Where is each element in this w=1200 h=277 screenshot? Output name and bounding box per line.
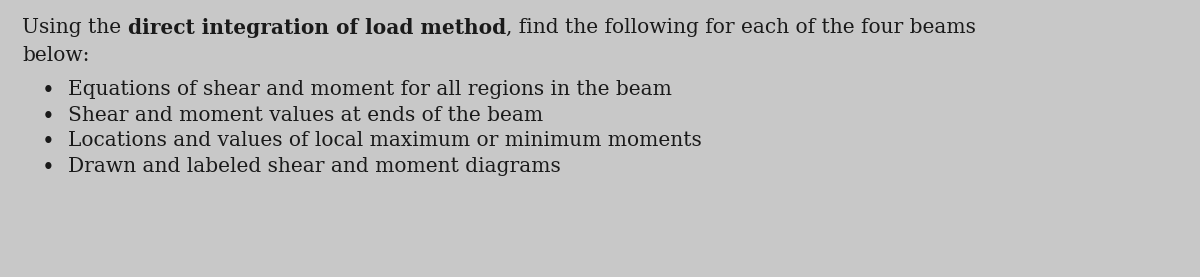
Text: , find the following for each of the four beams: , find the following for each of the fou… bbox=[505, 18, 976, 37]
Text: •: • bbox=[42, 106, 55, 128]
Text: •: • bbox=[42, 157, 55, 179]
Text: Locations and values of local maximum or minimum moments: Locations and values of local maximum or… bbox=[68, 131, 702, 150]
Text: Equations of shear and moment for all regions in the beam: Equations of shear and moment for all re… bbox=[68, 80, 672, 99]
Text: Drawn and labeled shear and moment diagrams: Drawn and labeled shear and moment diagr… bbox=[68, 157, 560, 176]
Text: •: • bbox=[42, 80, 55, 102]
Text: below:: below: bbox=[22, 46, 90, 65]
Text: Using the: Using the bbox=[22, 18, 127, 37]
Text: Shear and moment values at ends of the beam: Shear and moment values at ends of the b… bbox=[68, 106, 544, 125]
Text: •: • bbox=[42, 131, 55, 153]
Text: direct integration of load method: direct integration of load method bbox=[127, 18, 505, 38]
